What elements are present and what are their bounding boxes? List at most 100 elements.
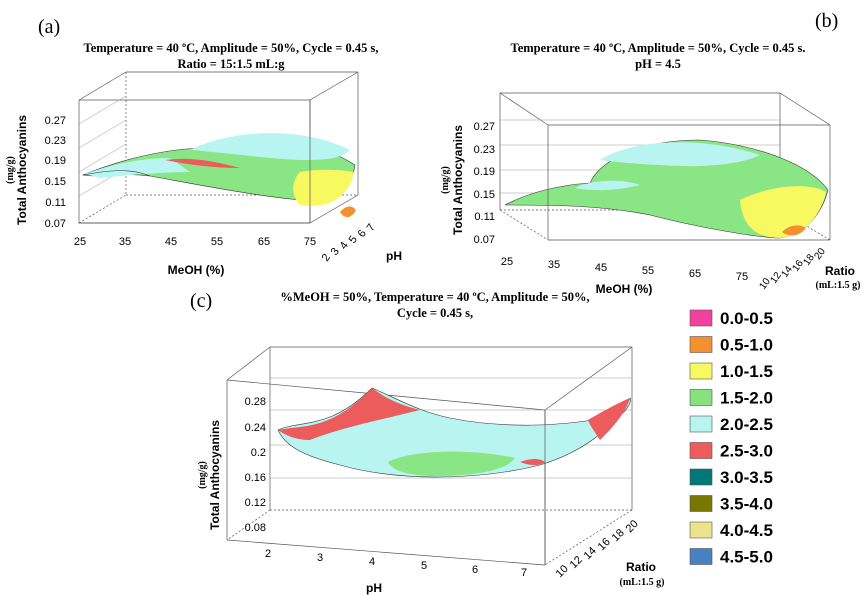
legend-label: 2.0-2.5 bbox=[720, 415, 773, 434]
legend-label: 4.0-4.5 bbox=[720, 521, 773, 540]
y-tick: 12 bbox=[568, 554, 585, 571]
y-tick: 3 bbox=[329, 246, 342, 258]
z-axis-unit-b: (mg/g) bbox=[440, 166, 451, 194]
x-tick: 45 bbox=[165, 236, 177, 248]
x-ticks-b: 25 35 45 55 65 75 bbox=[501, 256, 748, 283]
z-tick: 0.27 bbox=[45, 115, 66, 127]
surface-b bbox=[504, 139, 829, 239]
legend-label: 0.5-1.0 bbox=[720, 336, 773, 355]
legend-label: 4.5-5.0 bbox=[720, 548, 773, 567]
x-tick: 65 bbox=[689, 268, 701, 280]
legend-swatch bbox=[689, 442, 713, 459]
conditions-line2-a: Ratio = 15:1.5 mL:g bbox=[177, 57, 285, 71]
z-tick: 0.23 bbox=[474, 144, 495, 156]
surface-c bbox=[277, 387, 631, 478]
y-tick: 6 bbox=[356, 228, 369, 240]
y-tick: 2 bbox=[320, 252, 333, 264]
legend: 0.0-0.5 0.5-1.0 1.0-1.5 1.5-2.0 2.0-2.5 2.5-3… bbox=[689, 309, 773, 567]
legend-swatch bbox=[689, 521, 713, 539]
panel-label-c: (c) bbox=[190, 290, 212, 312]
x-tick: 5 bbox=[421, 560, 427, 572]
conditions-line2-c: Cycle = 0.45 s, bbox=[397, 306, 473, 320]
y-tick: 18 bbox=[610, 527, 627, 544]
z-tick: 0.28 bbox=[245, 396, 266, 408]
conditions-line1-c: %MeOH = 50%, Temperature = 40 ºC, Amplit… bbox=[280, 290, 589, 304]
z-tick: 0.27 bbox=[474, 121, 495, 133]
z-tick: 0.12 bbox=[245, 497, 266, 509]
x-axis-title-b: MeOH (%) bbox=[596, 282, 653, 296]
x-tick: 25 bbox=[74, 236, 86, 248]
legend-swatch bbox=[689, 389, 713, 406]
z-tick: 0.11 bbox=[474, 211, 495, 223]
legend-swatch bbox=[689, 495, 713, 512]
x-tick: 75 bbox=[304, 236, 316, 248]
z-tick: 0.19 bbox=[474, 166, 495, 178]
z-axis-title-a: Total Anthocyanins bbox=[15, 115, 29, 225]
y-axis-title-c: Ratio bbox=[626, 560, 656, 574]
surface-a bbox=[81, 133, 356, 218]
x-tick: 6 bbox=[472, 564, 478, 576]
conditions-line1-a: Temperature = 40 ºC, Amplitude = 50%, Cy… bbox=[84, 41, 379, 55]
legend-label: 2.5-3.0 bbox=[720, 442, 773, 461]
x-tick: 65 bbox=[258, 236, 270, 248]
z-tick: 0.11 bbox=[45, 197, 66, 209]
legend-swatch bbox=[689, 309, 713, 327]
z-tick: 0.15 bbox=[45, 176, 66, 188]
y-axis-title-b: Ratio bbox=[825, 264, 855, 278]
x-tick: 55 bbox=[211, 236, 223, 248]
panel-c: (c) %MeOH = 50%, Temperature = 40 ºC, Am… bbox=[190, 290, 665, 595]
z-axis-unit-c: (mg/g) bbox=[197, 461, 208, 489]
x-tick: 35 bbox=[548, 259, 560, 271]
z-axis-title-b: Total Anthocyanins bbox=[451, 125, 465, 235]
x-tick: 25 bbox=[501, 256, 513, 268]
z-tick: 0.08 bbox=[245, 522, 266, 534]
z-tick: 0.24 bbox=[245, 422, 266, 434]
y-tick: 20 bbox=[624, 518, 641, 535]
z-tick: 0.2 bbox=[251, 447, 266, 459]
grid-a bbox=[78, 95, 127, 197]
legend-label: 3.0-3.5 bbox=[720, 468, 773, 487]
y-tick: 14 bbox=[582, 545, 599, 562]
x-tick: 45 bbox=[595, 262, 607, 274]
z-ticks-b: 0.27 0.23 0.19 0.15 0.11 0.07 bbox=[474, 121, 495, 246]
x-ticks-c: 2 3 4 5 6 7 bbox=[265, 548, 527, 579]
z-tick: 0.19 bbox=[45, 155, 66, 167]
y-tick: 7 bbox=[365, 222, 378, 234]
x-tick: 4 bbox=[369, 556, 375, 568]
x-tick: 7 bbox=[521, 567, 527, 579]
x-tick: 75 bbox=[736, 271, 748, 283]
z-tick: 0.15 bbox=[474, 189, 495, 201]
x-tick: 2 bbox=[265, 548, 271, 560]
legend-swatch bbox=[689, 415, 713, 433]
y-axis-title-a: pH bbox=[386, 249, 402, 263]
legend-swatch bbox=[689, 362, 713, 380]
legend-swatch bbox=[689, 548, 713, 565]
panel-b: (b) Temperature = 40 ºC, Amplitude = 50%… bbox=[440, 10, 861, 296]
x-tick: 3 bbox=[317, 552, 323, 564]
y-ticks-a: 2 3 4 5 6 7 bbox=[320, 222, 378, 264]
x-ticks-a: 25 35 45 55 65 75 bbox=[74, 236, 316, 248]
y-axis-unit-b: (mL:1.5 g) bbox=[816, 280, 861, 291]
z-tick: 0.07 bbox=[474, 234, 495, 246]
y-tick: 16 bbox=[596, 536, 613, 553]
conditions-line1-b: Temperature = 40 ºC, Amplitude = 50%, Cy… bbox=[511, 41, 806, 55]
conditions-line2-b: pH = 4.5 bbox=[635, 57, 681, 71]
z-ticks-a: 0.27 0.23 0.19 0.15 0.11 0.07 bbox=[45, 115, 66, 230]
y-tick: 4 bbox=[338, 240, 351, 252]
legend-label: 1.5-2.0 bbox=[720, 389, 773, 408]
z-ticks-c: 0.28 0.24 0.2 0.16 0.12 0.08 bbox=[245, 396, 266, 534]
panel-label-b: (b) bbox=[815, 10, 838, 32]
box-front-c bbox=[226, 380, 546, 566]
z-axis-unit-a: (mg/g) bbox=[5, 156, 16, 184]
box-front-a bbox=[79, 100, 311, 224]
x-tick: 35 bbox=[119, 236, 131, 248]
y-tick: 10 bbox=[554, 563, 571, 580]
x-axis-title-c: pH bbox=[366, 581, 382, 595]
legend-swatch bbox=[689, 336, 713, 353]
x-tick: 55 bbox=[642, 265, 654, 277]
legend-swatch bbox=[689, 468, 713, 486]
y-axis-unit-c: (mL:1.5 g) bbox=[620, 577, 665, 588]
z-tick: 0.07 bbox=[45, 218, 66, 230]
legend-label: 0.0-0.5 bbox=[720, 309, 773, 328]
